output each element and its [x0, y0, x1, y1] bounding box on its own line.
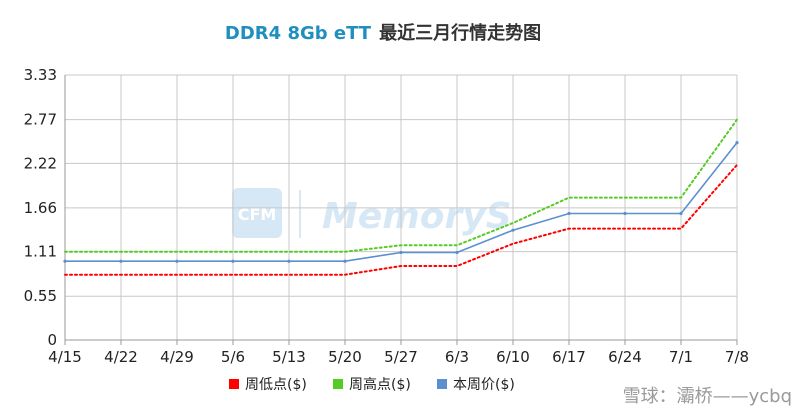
watermark-logo-box [232, 188, 282, 238]
series-point [287, 259, 291, 263]
x-axis: 4/15 4/22 4/29 5/6 5/13 5/20 5/27 6/3 6/10 6/17 6/… [48, 339, 749, 366]
y-tick-label: 1.66 [24, 199, 57, 217]
chart-title-suffix: 最近三月行情走势图 [379, 22, 541, 44]
x-tick-label: 4/22 [104, 348, 138, 366]
y-axis: 0 0.55 1.11 1.66 2.22 2.77 3.33 [24, 66, 66, 349]
y-tick-label: 0.55 [24, 287, 57, 305]
x-tick-label: 5/27 [384, 348, 418, 366]
x-tick-label: 5/20 [328, 348, 362, 366]
series-line-0 [64, 163, 738, 276]
series-point [399, 250, 403, 255]
chart-title: DDR4 8Gb eTT 最近三月行情走势图 [225, 22, 541, 44]
chart-title-prefix: DDR4 8Gb eTT [225, 23, 372, 44]
x-tick-label: 6/3 [445, 348, 469, 366]
y-tick-label: 3.33 [24, 66, 57, 84]
x-tick-label: 7/8 [725, 348, 749, 366]
series-point [623, 211, 627, 216]
series-point [735, 141, 739, 145]
legend-label: 本周价($) [453, 377, 515, 393]
y-tick-label: 0 [47, 331, 57, 349]
y-tick-label: 1.11 [24, 243, 57, 261]
y-tick-label: 2.77 [24, 111, 57, 129]
legend-label: 周高点($) [349, 376, 411, 393]
footer-text: 雪球：灞桥——ycbq [623, 386, 792, 407]
x-tick-label: 6/10 [496, 348, 530, 366]
legend: 周低点($) 周高点($) 本周价($) [229, 376, 515, 393]
x-tick-label: 7/1 [669, 348, 693, 366]
series-point [567, 211, 571, 216]
legend-swatch [437, 379, 447, 389]
series-point [679, 211, 683, 216]
series-point [119, 259, 123, 263]
x-tick-label: 4/29 [160, 348, 194, 366]
grid [64, 74, 738, 341]
series-point [343, 259, 347, 263]
legend-swatch [229, 379, 239, 389]
x-tick-label: 5/6 [221, 348, 245, 366]
watermark-logo-text: CFM [238, 205, 277, 224]
legend-swatch [333, 379, 343, 389]
x-tick-label: 6/17 [552, 348, 586, 366]
series-point [511, 228, 515, 232]
series-point [231, 259, 235, 263]
y-tick-label: 2.22 [24, 154, 57, 172]
legend-label: 周低点($) [245, 377, 307, 393]
watermark: CFM MemoryS [232, 188, 512, 238]
series-line-1 [64, 118, 738, 253]
x-tick-label: 6/24 [608, 348, 642, 366]
series-point [63, 259, 67, 263]
x-tick-label: 5/13 [272, 348, 306, 366]
series-point [455, 250, 459, 255]
series-point [175, 259, 179, 263]
x-tick-label: 4/15 [48, 348, 82, 366]
series-lines [63, 118, 739, 276]
watermark-brand: MemoryS [322, 196, 512, 237]
